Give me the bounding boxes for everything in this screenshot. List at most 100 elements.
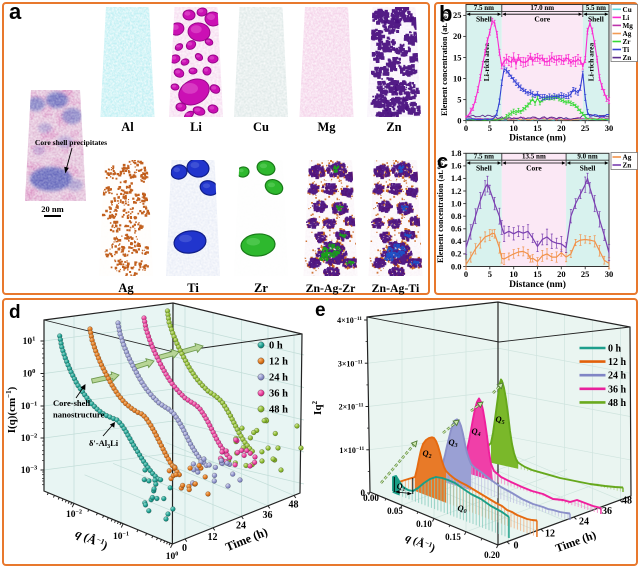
svg-text:36 h: 36 h bbox=[269, 389, 288, 400]
svg-text:25: 25 bbox=[581, 269, 590, 279]
svg-text:20 nm: 20 nm bbox=[41, 204, 63, 214]
svg-text:48 h: 48 h bbox=[269, 405, 288, 416]
svg-text:15: 15 bbox=[453, 52, 462, 62]
svg-text:0.4: 0.4 bbox=[451, 236, 462, 246]
svg-text:Shell: Shell bbox=[588, 15, 604, 24]
svg-text:9.0 nm: 9.0 nm bbox=[577, 153, 597, 161]
svg-text:15: 15 bbox=[533, 269, 542, 279]
svg-text:Zn: Zn bbox=[623, 162, 632, 170]
svg-text:Li: Li bbox=[623, 14, 630, 22]
svg-text:Zn: Zn bbox=[623, 54, 632, 62]
svg-text:Distance (nm): Distance (nm) bbox=[509, 133, 566, 144]
svg-text:10−2: 10−2 bbox=[66, 509, 82, 520]
svg-text:Li-rich area: Li-rich area bbox=[587, 43, 596, 82]
svg-text:1.0: 1.0 bbox=[451, 198, 462, 208]
svg-text:Q5: Q5 bbox=[495, 414, 504, 426]
svg-text:0: 0 bbox=[361, 488, 366, 498]
svg-text:0.05: 0.05 bbox=[387, 506, 403, 516]
svg-text:20: 20 bbox=[453, 31, 462, 41]
svg-text:Iq2: Iq2 bbox=[311, 401, 324, 415]
svg-text:Zr: Zr bbox=[254, 281, 268, 295]
svg-text:1.6: 1.6 bbox=[451, 161, 462, 171]
svg-text:Shell: Shell bbox=[476, 164, 492, 173]
svg-text:3×10−11: 3×10−11 bbox=[338, 359, 363, 368]
svg-text:Core: Core bbox=[526, 164, 542, 173]
svg-text:24 h: 24 h bbox=[608, 371, 627, 382]
svg-text:Cu: Cu bbox=[253, 120, 269, 134]
svg-text:101: 101 bbox=[23, 335, 36, 347]
svg-text:Mg: Mg bbox=[623, 22, 634, 30]
svg-text:0 h: 0 h bbox=[608, 344, 622, 355]
svg-text:Time (h): Time (h) bbox=[554, 529, 598, 555]
svg-text:Q1: Q1 bbox=[397, 482, 406, 493]
svg-text:24: 24 bbox=[579, 517, 589, 528]
svg-text:Al: Al bbox=[121, 120, 134, 134]
svg-text:15: 15 bbox=[533, 123, 542, 133]
svg-text:q (Å−1): q (Å−1) bbox=[404, 531, 438, 555]
svg-text:7.5 nm: 7.5 nm bbox=[474, 153, 494, 161]
svg-text:Zn-Ag-Zr: Zn-Ag-Zr bbox=[306, 281, 356, 295]
svg-text:0.2: 0.2 bbox=[451, 249, 462, 259]
svg-text:b: b bbox=[439, 1, 452, 26]
svg-text:2×10−11: 2×10−11 bbox=[339, 403, 364, 412]
svg-text:1.4: 1.4 bbox=[451, 173, 462, 183]
svg-text:Core-shell: Core-shell bbox=[53, 398, 91, 408]
svg-text:Ti: Ti bbox=[187, 281, 199, 295]
svg-text:13.5 nm: 13.5 nm bbox=[522, 153, 546, 161]
svg-text:Mg: Mg bbox=[317, 120, 336, 134]
svg-text:10: 10 bbox=[509, 123, 518, 133]
svg-text:Q3: Q3 bbox=[448, 437, 457, 449]
svg-text:I(q)(cm−1): I(q)(cm−1) bbox=[5, 386, 18, 433]
svg-text:0: 0 bbox=[457, 115, 461, 125]
svg-text:Ag: Ag bbox=[623, 154, 632, 162]
svg-text:10: 10 bbox=[509, 269, 518, 279]
svg-text:0.15: 0.15 bbox=[445, 532, 461, 542]
svg-text:Shell: Shell bbox=[476, 15, 492, 24]
svg-text:a: a bbox=[9, 0, 22, 24]
svg-text:5: 5 bbox=[488, 269, 492, 279]
svg-text:0: 0 bbox=[182, 543, 187, 554]
svg-text:36: 36 bbox=[602, 506, 612, 517]
svg-text:δ'-Al3Li: δ'-Al3Li bbox=[89, 438, 119, 450]
svg-text:nanostructure: nanostructure bbox=[53, 410, 105, 420]
svg-text:24 h: 24 h bbox=[269, 373, 288, 384]
svg-text:10: 10 bbox=[453, 73, 462, 83]
svg-text:c: c bbox=[437, 151, 448, 173]
svg-text:Zn-Ag-Ti: Zn-Ag-Ti bbox=[372, 281, 420, 295]
svg-text:Element concentration (at.%): Element concentration (at.%) bbox=[436, 159, 445, 263]
svg-text:0.0: 0.0 bbox=[451, 261, 462, 271]
svg-text:Q2: Q2 bbox=[422, 448, 431, 460]
svg-text:5.5 nm: 5.5 nm bbox=[586, 4, 606, 12]
svg-text:30: 30 bbox=[605, 269, 614, 279]
svg-text:Time (h): Time (h) bbox=[223, 525, 269, 555]
svg-text:Q4: Q4 bbox=[471, 426, 480, 438]
svg-text:Cu: Cu bbox=[623, 6, 632, 14]
svg-text:20: 20 bbox=[557, 123, 566, 133]
svg-text:25: 25 bbox=[581, 123, 590, 133]
svg-text:10−3: 10−3 bbox=[21, 464, 38, 476]
svg-text:0: 0 bbox=[464, 269, 468, 279]
svg-text:10−1: 10−1 bbox=[21, 400, 37, 412]
svg-text:0: 0 bbox=[464, 123, 468, 133]
svg-text:Shell: Shell bbox=[580, 164, 596, 173]
svg-text:48: 48 bbox=[622, 496, 632, 507]
svg-text:48: 48 bbox=[289, 499, 299, 510]
svg-text:12: 12 bbox=[208, 532, 218, 543]
svg-text:0.6: 0.6 bbox=[451, 224, 462, 234]
svg-text:q (Å−1): q (Å−1) bbox=[73, 526, 109, 552]
svg-text:Zn: Zn bbox=[386, 120, 401, 134]
svg-text:0 h: 0 h bbox=[269, 341, 283, 352]
svg-text:0: 0 bbox=[514, 541, 519, 552]
svg-text:d: d bbox=[9, 302, 21, 323]
svg-text:Element concentration (at.%): Element concentration (at.%) bbox=[440, 12, 449, 116]
svg-text:1.8: 1.8 bbox=[451, 148, 462, 158]
svg-text:1.2: 1.2 bbox=[451, 186, 462, 196]
svg-text:e: e bbox=[315, 300, 326, 321]
svg-text:Li: Li bbox=[190, 120, 202, 134]
svg-text:Core: Core bbox=[534, 15, 550, 24]
svg-text:5: 5 bbox=[457, 94, 461, 104]
svg-text:5: 5 bbox=[488, 123, 492, 133]
svg-text:Ag: Ag bbox=[118, 281, 134, 295]
svg-text:30: 30 bbox=[605, 123, 614, 133]
svg-text:4×10−11: 4×10−11 bbox=[337, 316, 362, 325]
